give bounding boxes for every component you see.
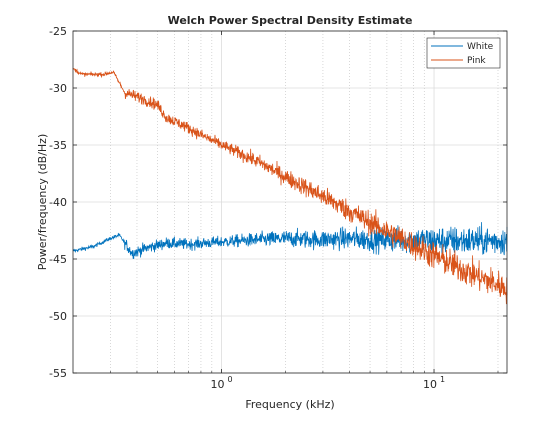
legend-box xyxy=(426,37,501,69)
series-layer xyxy=(72,67,508,305)
legend-label-white: White xyxy=(467,42,494,52)
legend: White Pink xyxy=(426,37,501,69)
y-tick-label: -30 xyxy=(49,82,67,95)
y-tick-label: -40 xyxy=(49,196,67,209)
y-tick-label: -45 xyxy=(49,253,67,266)
y-tick-label: -50 xyxy=(49,310,67,323)
y-axis-label: Power/frequency (dB/Hz) xyxy=(36,134,49,271)
legend-label-pink: Pink xyxy=(467,56,486,66)
chart-title: Welch Power Spectral Density Estimate xyxy=(168,14,413,27)
y-tick-label: -55 xyxy=(49,367,67,380)
x-tick-label: 10 xyxy=(211,378,225,391)
x-axis-label: Frequency (kHz) xyxy=(245,398,334,411)
x-tick-label: 10 xyxy=(423,378,437,391)
x-tick-label-exponent: 0 xyxy=(228,375,233,384)
y-tick-label: -35 xyxy=(49,139,67,152)
x-tick-label-exponent: 1 xyxy=(440,375,445,384)
series-line-pink xyxy=(72,67,508,305)
series-line-white xyxy=(72,222,508,259)
y-tick-label: -25 xyxy=(49,25,67,38)
